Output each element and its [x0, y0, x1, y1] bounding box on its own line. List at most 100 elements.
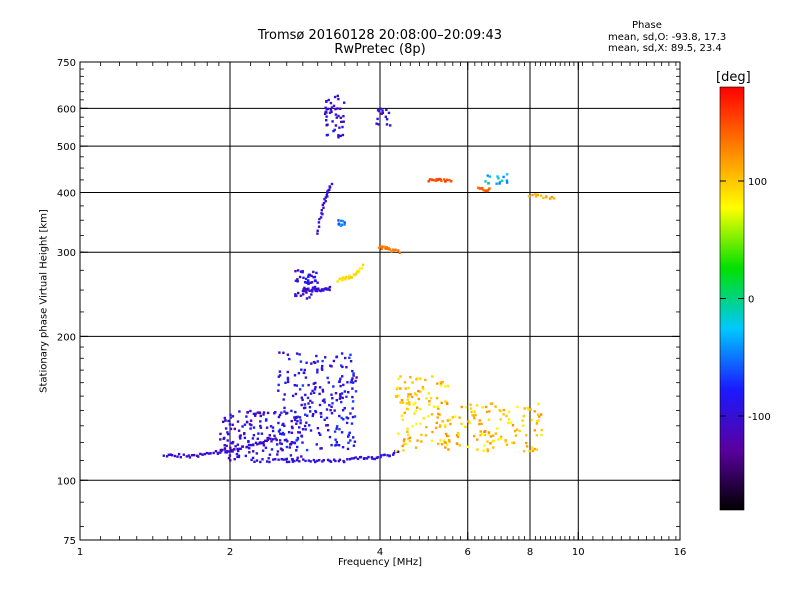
data-point	[507, 421, 510, 425]
data-point	[286, 376, 290, 380]
data-point	[440, 443, 444, 446]
data-point	[307, 275, 310, 278]
data-point	[416, 439, 419, 442]
data-point	[317, 287, 320, 290]
data-point	[303, 281, 307, 284]
data-point	[387, 247, 390, 250]
data-point	[500, 179, 504, 182]
data-point	[252, 450, 255, 453]
data-point	[309, 281, 312, 284]
data-point	[247, 440, 250, 443]
data-point	[492, 434, 495, 437]
data-point	[437, 407, 440, 410]
data-point	[185, 455, 188, 458]
data-point	[483, 430, 486, 434]
data-point	[283, 410, 286, 413]
data-point	[494, 405, 497, 408]
data-point	[316, 368, 319, 371]
data-point	[267, 457, 270, 460]
data-point	[323, 398, 326, 401]
data-point	[540, 428, 543, 432]
data-point	[249, 409, 252, 413]
data-point	[515, 428, 519, 431]
y-axis-label: Stationary phase Virtual Height [km]	[38, 209, 50, 393]
data-point	[248, 451, 251, 454]
data-point	[443, 423, 447, 427]
data-point	[419, 407, 422, 411]
data-point	[348, 356, 351, 359]
data-point	[348, 431, 351, 434]
data-point	[315, 287, 319, 291]
data-point	[315, 459, 319, 463]
data-point	[348, 274, 351, 278]
data-point	[522, 414, 525, 418]
data-point	[286, 380, 290, 384]
data-point	[311, 389, 314, 393]
data-point	[283, 393, 286, 396]
data-point	[339, 116, 342, 119]
data-point	[466, 420, 470, 423]
data-point	[472, 410, 475, 413]
data-point	[334, 113, 338, 116]
data-point	[304, 277, 308, 281]
data-point	[197, 455, 200, 458]
data-point	[412, 403, 415, 406]
data-point	[305, 297, 309, 300]
data-point	[247, 443, 251, 447]
data-point	[406, 398, 409, 401]
data-point	[273, 434, 276, 437]
data-point	[409, 376, 412, 379]
data-point	[256, 443, 259, 446]
data-point	[507, 410, 511, 414]
data-point	[295, 384, 298, 387]
data-point	[464, 425, 467, 429]
data-point	[264, 419, 268, 422]
data-point	[304, 406, 307, 409]
data-point	[404, 442, 408, 446]
data-point	[334, 444, 337, 447]
data-point	[325, 124, 328, 127]
data-point	[301, 441, 304, 444]
data-point	[330, 182, 334, 186]
data-point	[277, 375, 280, 378]
data-point	[299, 294, 303, 297]
data-point	[302, 458, 305, 461]
data-point	[182, 453, 185, 456]
data-point	[352, 444, 356, 447]
data-point	[533, 410, 536, 413]
data-point	[354, 456, 357, 459]
data-point	[510, 441, 514, 445]
data-point	[525, 434, 528, 437]
data-point	[344, 356, 347, 360]
data-point	[484, 189, 487, 193]
x-tick-label: 2	[227, 547, 233, 558]
data-point	[302, 290, 305, 293]
data-point	[256, 411, 259, 414]
data-point	[446, 178, 449, 181]
data-point	[295, 449, 298, 452]
data-point	[398, 251, 401, 254]
data-point	[445, 443, 449, 446]
data-point	[162, 454, 165, 457]
data-point	[255, 459, 259, 462]
data-point	[261, 449, 265, 452]
data-point	[302, 276, 305, 279]
data-point	[425, 425, 428, 429]
data-point	[486, 440, 489, 443]
data-point	[457, 433, 460, 436]
data-point	[236, 420, 240, 423]
data-point	[388, 454, 391, 457]
colorbar-tick-label: -100	[748, 412, 771, 423]
data-point	[320, 209, 323, 212]
data-point	[312, 413, 315, 416]
data-point	[342, 115, 345, 118]
data-point	[343, 460, 346, 464]
data-point	[379, 107, 382, 110]
data-point	[249, 419, 253, 422]
data-point	[301, 428, 305, 431]
data-point	[256, 437, 259, 440]
data-point	[408, 403, 411, 406]
data-point	[311, 286, 315, 289]
data-point	[415, 393, 418, 397]
data-point	[499, 437, 503, 440]
